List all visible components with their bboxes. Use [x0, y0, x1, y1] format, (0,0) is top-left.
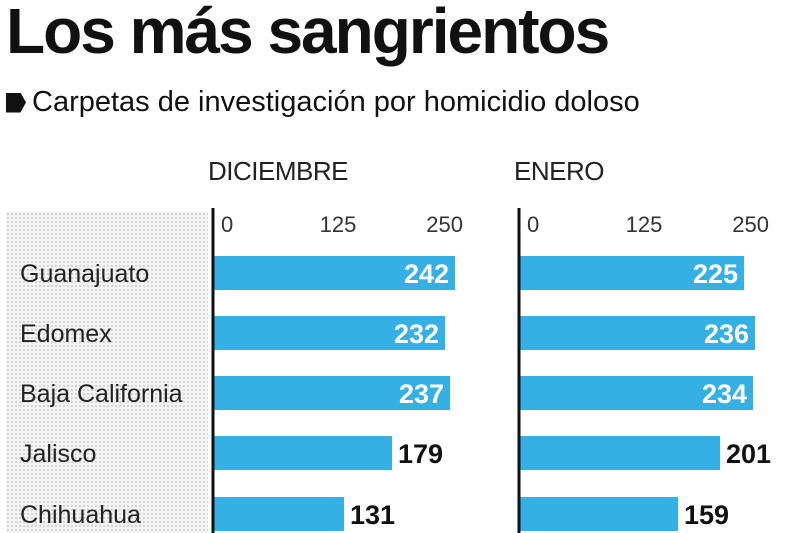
arrow-bullet-icon: [6, 92, 26, 113]
value-label-diciembre-guanajuato: 242: [404, 259, 449, 289]
bar-enero-baja-california: [519, 376, 753, 410]
value-label-enero-jalisco: 201: [726, 439, 771, 469]
category-label-chihuahua: Chihuahua: [20, 501, 141, 529]
tick-label-enero-125: 125: [626, 212, 663, 237]
tick-label-diciembre-0: 0: [221, 212, 233, 237]
bar-enero-guanajuato: [519, 256, 744, 290]
category-label-baja-california: Baja California: [20, 380, 183, 408]
value-label-diciembre-jalisco: 179: [398, 439, 443, 469]
bar-enero-chihuahua: [519, 497, 678, 531]
value-label-enero-baja-california: 234: [702, 379, 747, 409]
panel-title-diciembre: DICIEMBRE: [208, 156, 348, 186]
panel-title-enero: ENERO: [514, 156, 604, 186]
tick-label-diciembre-125: 125: [320, 212, 357, 237]
bar-diciembre-edomex: [213, 316, 445, 350]
value-label-enero-guanajuato: 225: [693, 259, 738, 289]
bar-diciembre-guanajuato: [213, 256, 455, 290]
value-label-diciembre-chihuahua: 131: [350, 500, 395, 530]
bar-diciembre-baja-california: [213, 376, 450, 410]
tick-label-enero-250: 250: [732, 212, 769, 237]
tick-label-enero-0: 0: [527, 212, 539, 237]
value-label-diciembre-edomex: 232: [394, 319, 439, 349]
bar-diciembre-jalisco: [213, 436, 392, 470]
bar-enero-jalisco: [519, 436, 720, 470]
chart-subtitle: Carpetas de investigación por homicidio …: [6, 86, 640, 119]
value-label-diciembre-baja-california: 237: [399, 379, 444, 409]
bar-diciembre-chihuahua: [213, 497, 344, 531]
bar-enero-edomex: [519, 316, 755, 350]
category-label-guanajuato: Guanajuato: [20, 260, 149, 288]
category-label-jalisco: Jalisco: [20, 440, 96, 468]
category-label-edomex: Edomex: [20, 320, 112, 348]
category-label-panel: [6, 212, 208, 533]
value-label-enero-chihuahua: 159: [684, 500, 729, 530]
tick-label-diciembre-250: 250: [426, 212, 463, 237]
page-title: Los más sangrientos: [6, 0, 610, 67]
subtitle-text: Carpetas de investigación por homicidio …: [32, 86, 640, 118]
value-label-enero-edomex: 236: [704, 319, 749, 349]
